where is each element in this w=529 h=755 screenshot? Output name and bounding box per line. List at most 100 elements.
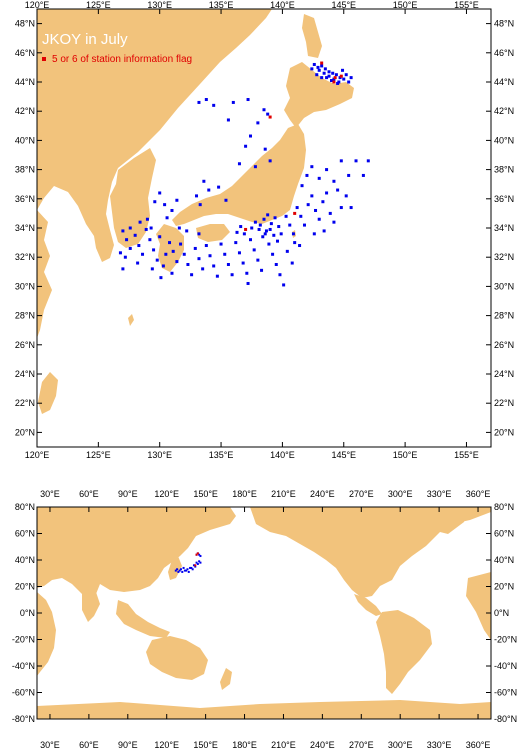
station-point <box>182 252 186 256</box>
world-station-point <box>190 566 193 569</box>
x-tick-label-top: 240°E <box>310 489 335 499</box>
station-point <box>314 208 318 212</box>
y-tick-label-right: 30°N <box>494 281 514 291</box>
station-point <box>230 273 234 277</box>
station-point <box>264 229 268 233</box>
y-tick-label-right: 42°N <box>494 106 514 116</box>
station-point <box>186 263 190 266</box>
station-point <box>149 226 153 230</box>
y-tick-label-right: 0°N <box>494 608 509 618</box>
y-tick-label-right: 24°N <box>494 369 514 379</box>
world-station-point <box>198 560 201 563</box>
station-point <box>170 271 174 275</box>
station-point <box>366 159 370 163</box>
station-point <box>290 261 294 265</box>
central-america-land <box>354 594 382 616</box>
station-point <box>159 276 163 280</box>
y-tick-label-right: 44°N <box>494 77 514 87</box>
station-point <box>273 216 277 220</box>
west-africa-land <box>466 572 491 640</box>
x-tick-label-top: 30°E <box>40 489 60 499</box>
station-point <box>327 74 331 78</box>
regional-station-markers <box>118 61 370 287</box>
world-station-point <box>181 570 184 573</box>
y-tick-label-left: 34°N <box>15 223 35 233</box>
station-point <box>161 264 165 268</box>
station-point <box>312 232 316 236</box>
taiwan-land <box>38 372 58 414</box>
x-tick-label-top: 300°E <box>388 489 413 499</box>
station-point <box>316 65 320 69</box>
y-tick-label-left: 26°N <box>15 340 35 350</box>
station-point <box>246 98 250 102</box>
regional-map: 120°E 120°E 125°E 125°E 130°E 130°E 135°E 135°E… <box>15 0 514 460</box>
station-point <box>284 214 288 218</box>
flagged-station-point <box>268 115 272 119</box>
y-tick-label-right: 20°N <box>494 427 514 437</box>
station-point <box>317 68 321 72</box>
station-point <box>137 244 141 248</box>
y-tick-label-right: -80°N <box>494 714 517 724</box>
y-tick-label-left: 28°N <box>15 311 35 321</box>
station-point <box>257 227 261 231</box>
station-point <box>201 267 205 271</box>
y-tick-label-left: -60°N <box>12 688 35 698</box>
y-tick-label-left: 48°N <box>15 19 35 29</box>
station-point <box>231 100 235 104</box>
y-tick-label-right: 40°N <box>494 135 514 145</box>
station-point <box>164 252 168 256</box>
station-point <box>212 103 216 107</box>
station-point <box>256 121 260 125</box>
station-point <box>299 214 303 218</box>
station-point <box>152 248 156 252</box>
honshu-land <box>172 124 306 226</box>
y-tick-label-left: -80°N <box>12 714 35 724</box>
x-tick-label-bottom: 330°E <box>427 740 452 750</box>
y-tick-label-right: 22°N <box>494 398 514 408</box>
station-point <box>291 232 295 236</box>
y-tick-label-left: 30°N <box>15 281 35 291</box>
station-point <box>215 274 219 278</box>
x-tick-label-top: 120°E <box>154 489 179 499</box>
station-point <box>118 251 122 255</box>
station-point <box>175 260 179 264</box>
station-point <box>315 73 319 77</box>
station-point <box>235 230 239 234</box>
station-point <box>349 206 353 210</box>
station-point <box>163 203 167 207</box>
station-point <box>177 226 181 230</box>
y-tick-label-right: -40°N <box>494 661 517 671</box>
station-point <box>219 242 223 246</box>
station-point <box>344 194 348 198</box>
station-point <box>310 194 314 198</box>
station-point <box>168 241 172 245</box>
station-point <box>332 220 336 224</box>
station-point <box>334 73 338 77</box>
station-point <box>242 232 246 236</box>
station-point <box>305 173 309 177</box>
station-point <box>293 241 297 245</box>
world-station-point <box>185 569 188 572</box>
station-point <box>133 233 137 237</box>
x-tick-label-top: 210°E <box>271 489 296 499</box>
y-tick-label-left: 22°N <box>15 398 35 408</box>
station-point <box>336 81 340 85</box>
station-point <box>312 62 316 66</box>
station-point <box>263 232 267 236</box>
y-tick-label-right: 28°N <box>494 311 514 321</box>
legend-marker <box>42 57 46 61</box>
world-station-markers <box>174 552 202 573</box>
x-tick-label-bottom: 300°E <box>388 740 413 750</box>
station-point <box>158 235 162 239</box>
station-point <box>158 191 162 195</box>
station-point <box>331 71 335 75</box>
station-point <box>179 242 183 246</box>
station-point <box>234 241 238 245</box>
x-tick-label-bottom: 60°E <box>79 740 99 750</box>
station-point <box>185 229 189 233</box>
y-tick-label-left: 42°N <box>15 106 35 116</box>
station-point <box>266 112 270 116</box>
x-tick-label-top: 140°E <box>270 0 295 10</box>
station-point <box>306 203 310 207</box>
map-title: JKOY in July <box>42 31 128 48</box>
